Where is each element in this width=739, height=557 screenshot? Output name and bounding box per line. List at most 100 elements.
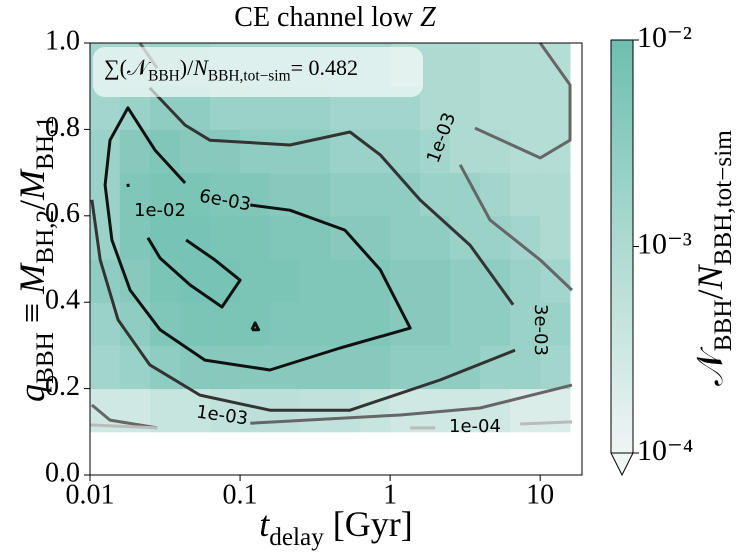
- heat-cell: [149, 172, 181, 217]
- heat-cell: [390, 302, 421, 346]
- heat-cell: [210, 388, 241, 433]
- x-tick-label: 0.01: [66, 479, 115, 510]
- heat-cell: [269, 259, 301, 303]
- heat-cell: [119, 172, 151, 217]
- heat-cell: [300, 302, 331, 346]
- heat-cell: [510, 302, 541, 346]
- heat-cell: [540, 302, 571, 346]
- heat-cell: [419, 129, 451, 174]
- heat-cell: [210, 302, 241, 346]
- heat-cell: [330, 259, 361, 303]
- heat-cell: [390, 345, 421, 390]
- heat-cell: [450, 86, 481, 130]
- text-part: 𝒩: [690, 346, 730, 386]
- heat-cell: [510, 172, 541, 217]
- heat-cell: [149, 259, 181, 303]
- heat-cell: [419, 172, 451, 217]
- colorbar-label: 𝒩BBH/NBBH,tot−sim: [690, 130, 736, 386]
- heat-cell: [360, 172, 391, 217]
- y-tick-label: 0.4: [45, 285, 80, 316]
- heat-cell: [510, 86, 541, 130]
- text-part: ≡: [12, 294, 52, 332]
- heat-cell: [540, 345, 571, 390]
- colorbar-tick-label: 10⁻²: [637, 21, 692, 54]
- annotation: ∑(𝒩BBH)/NBBH,tot−sim= 0.482: [104, 55, 358, 84]
- heat-cell: [419, 86, 451, 130]
- heat-cell: [450, 302, 481, 346]
- text-part: N: [192, 55, 209, 80]
- text-part: BBH: [710, 300, 737, 352]
- heat-cell: [269, 129, 301, 174]
- chart-title: CE channel low Z: [234, 2, 436, 33]
- y-tick-label: 0.0: [45, 457, 80, 488]
- heat-cell: [210, 172, 241, 217]
- annotation-box: [93, 47, 423, 97]
- text-part: BBH: [148, 67, 180, 84]
- heat-cell: [269, 215, 301, 260]
- colorbar-extend: [610, 452, 634, 477]
- heat-cell: [419, 259, 451, 303]
- heat-cell: [450, 43, 481, 87]
- heat-cell: [450, 259, 481, 303]
- heat-cell: [180, 172, 211, 217]
- x-tick-label: 1: [383, 479, 397, 510]
- y-tick-label: 1.0: [45, 25, 80, 56]
- heat-cell: [480, 302, 511, 346]
- contour-label: 3e-03: [530, 304, 551, 356]
- contour-label: 1e-04: [449, 416, 501, 437]
- heat-cell: [510, 259, 541, 303]
- heat-cell: [540, 86, 571, 130]
- heat-cell: [240, 259, 271, 303]
- heat-cell: [240, 215, 271, 260]
- heat-cell: [90, 345, 121, 390]
- heat-cell: [210, 345, 241, 390]
- heat-cell: [540, 129, 571, 174]
- heat-cell: [330, 215, 361, 260]
- heat-cell: [119, 345, 151, 390]
- y-tick-label: 0.6: [45, 198, 80, 229]
- heat-cell: [240, 172, 271, 217]
- heat-cell: [480, 43, 511, 87]
- text-part: M: [12, 262, 52, 295]
- text-part: N: [690, 263, 730, 290]
- text-part: = 0.482: [291, 55, 358, 80]
- heat-cell: [540, 172, 571, 217]
- text-part: CE channel low: [234, 2, 420, 33]
- heat-cell: [480, 388, 511, 433]
- x-tick-label: 0.1: [223, 479, 258, 510]
- heat-cell: [180, 129, 211, 174]
- contour-line: [90, 86, 516, 412]
- heat-cell: [360, 388, 391, 433]
- text-part: )/: [180, 55, 194, 80]
- x-tick-label: 10: [526, 479, 554, 510]
- heat-cell: [510, 215, 541, 260]
- y-axis-label: qBBH ≡ MBH,2/MBH,1: [12, 116, 58, 402]
- heat-cell: [390, 259, 421, 303]
- text-part: t: [259, 504, 270, 544]
- contour-label: 1e-02: [134, 200, 186, 221]
- heat-cell: [480, 86, 511, 130]
- heat-cell: [480, 215, 511, 260]
- heat-cell: [390, 215, 421, 260]
- heat-cell: [240, 129, 271, 174]
- text-part: ∑(𝒩: [104, 55, 151, 80]
- heat-cell: [210, 259, 241, 303]
- x-axis-label: tdelay [Gyr]: [259, 504, 413, 550]
- text-part: Z: [420, 2, 436, 33]
- heat-cell: [419, 43, 451, 87]
- heat-cell: [330, 302, 361, 346]
- text-part: M: [12, 168, 52, 201]
- heat-cell: [149, 388, 181, 433]
- y-tick-label: 0.2: [45, 371, 80, 402]
- text-part: /: [12, 200, 52, 210]
- text-part: q: [12, 384, 52, 402]
- heat-cell: [210, 129, 241, 174]
- contour-line: [126, 183, 261, 332]
- heat-cell: [390, 129, 421, 174]
- text-part: /: [690, 289, 730, 299]
- text-part: BH,2: [32, 210, 59, 264]
- heat-cell: [210, 215, 241, 260]
- heat-cell: [419, 302, 451, 346]
- heat-cell: [510, 345, 541, 390]
